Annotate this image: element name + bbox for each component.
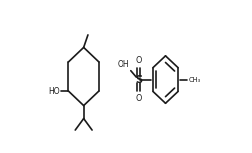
Text: O: O <box>135 56 141 65</box>
Text: HO: HO <box>48 87 59 95</box>
Text: S: S <box>134 75 141 85</box>
Text: CH₃: CH₃ <box>188 76 200 83</box>
Text: O: O <box>135 94 141 103</box>
Text: OH: OH <box>117 60 129 69</box>
